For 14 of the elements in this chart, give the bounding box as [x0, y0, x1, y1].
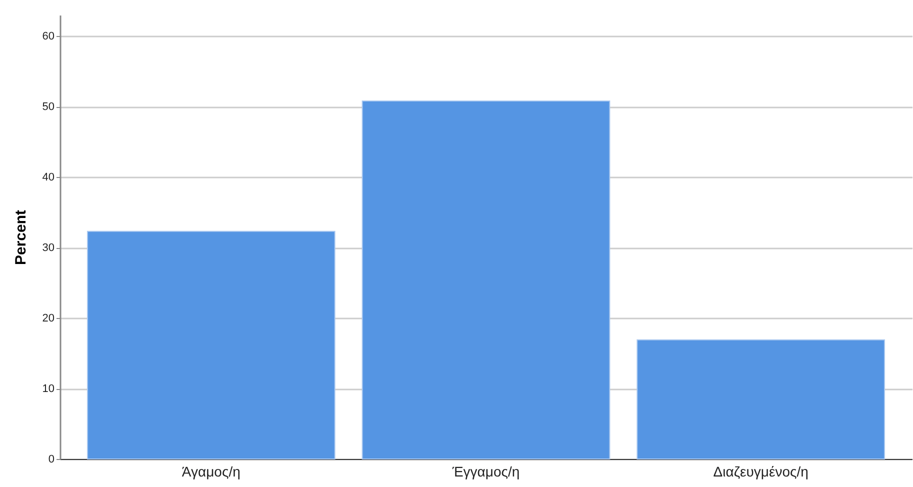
y-tick-label: 50 — [42, 101, 54, 114]
y-tick-label: 10 — [42, 383, 54, 396]
y-axis-title: Percent — [12, 210, 30, 266]
bar — [86, 230, 336, 460]
bar — [362, 100, 610, 460]
y-tick-label: 30 — [42, 242, 54, 254]
x-tick-label: Έγγαμος/η — [451, 464, 520, 480]
y-tick-label: 0 — [48, 454, 54, 466]
x-tick-label: Διαζευγμένος/η — [713, 464, 808, 480]
x-tick-label: Άγαμος/η — [182, 464, 240, 480]
y-tick-label: 20 — [42, 312, 54, 325]
bar — [636, 339, 886, 460]
y-tick-label: 40 — [42, 172, 54, 184]
y-tick-label: 60 — [42, 30, 54, 43]
